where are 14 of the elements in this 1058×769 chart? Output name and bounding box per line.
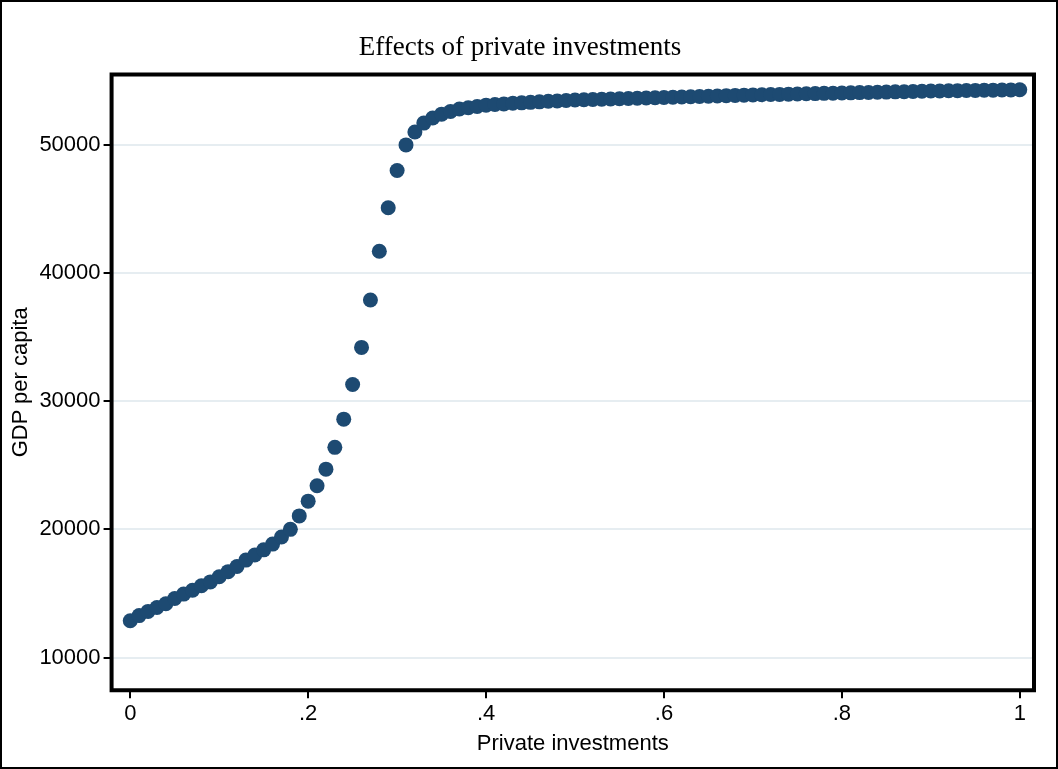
x-tick-label: .2 — [298, 700, 318, 726]
x-tick-label: 0 — [124, 700, 137, 726]
x-tick-label: .6 — [654, 700, 674, 726]
y-tick-label: 50000 — [39, 130, 101, 156]
x-tick-label: .8 — [832, 700, 852, 726]
y-axis-title: GDP per capita — [7, 306, 33, 458]
y-tick-label: 10000 — [39, 643, 101, 669]
x-tick-label: .4 — [476, 700, 496, 726]
chart-title: Effects of private investments — [358, 31, 682, 62]
x-tick-label: 1 — [1013, 700, 1026, 726]
y-tick-label: 30000 — [39, 387, 101, 413]
y-tick-label: 40000 — [39, 259, 101, 285]
y-tick-label: 20000 — [39, 515, 101, 541]
x-axis-title: Private investments — [476, 729, 669, 755]
